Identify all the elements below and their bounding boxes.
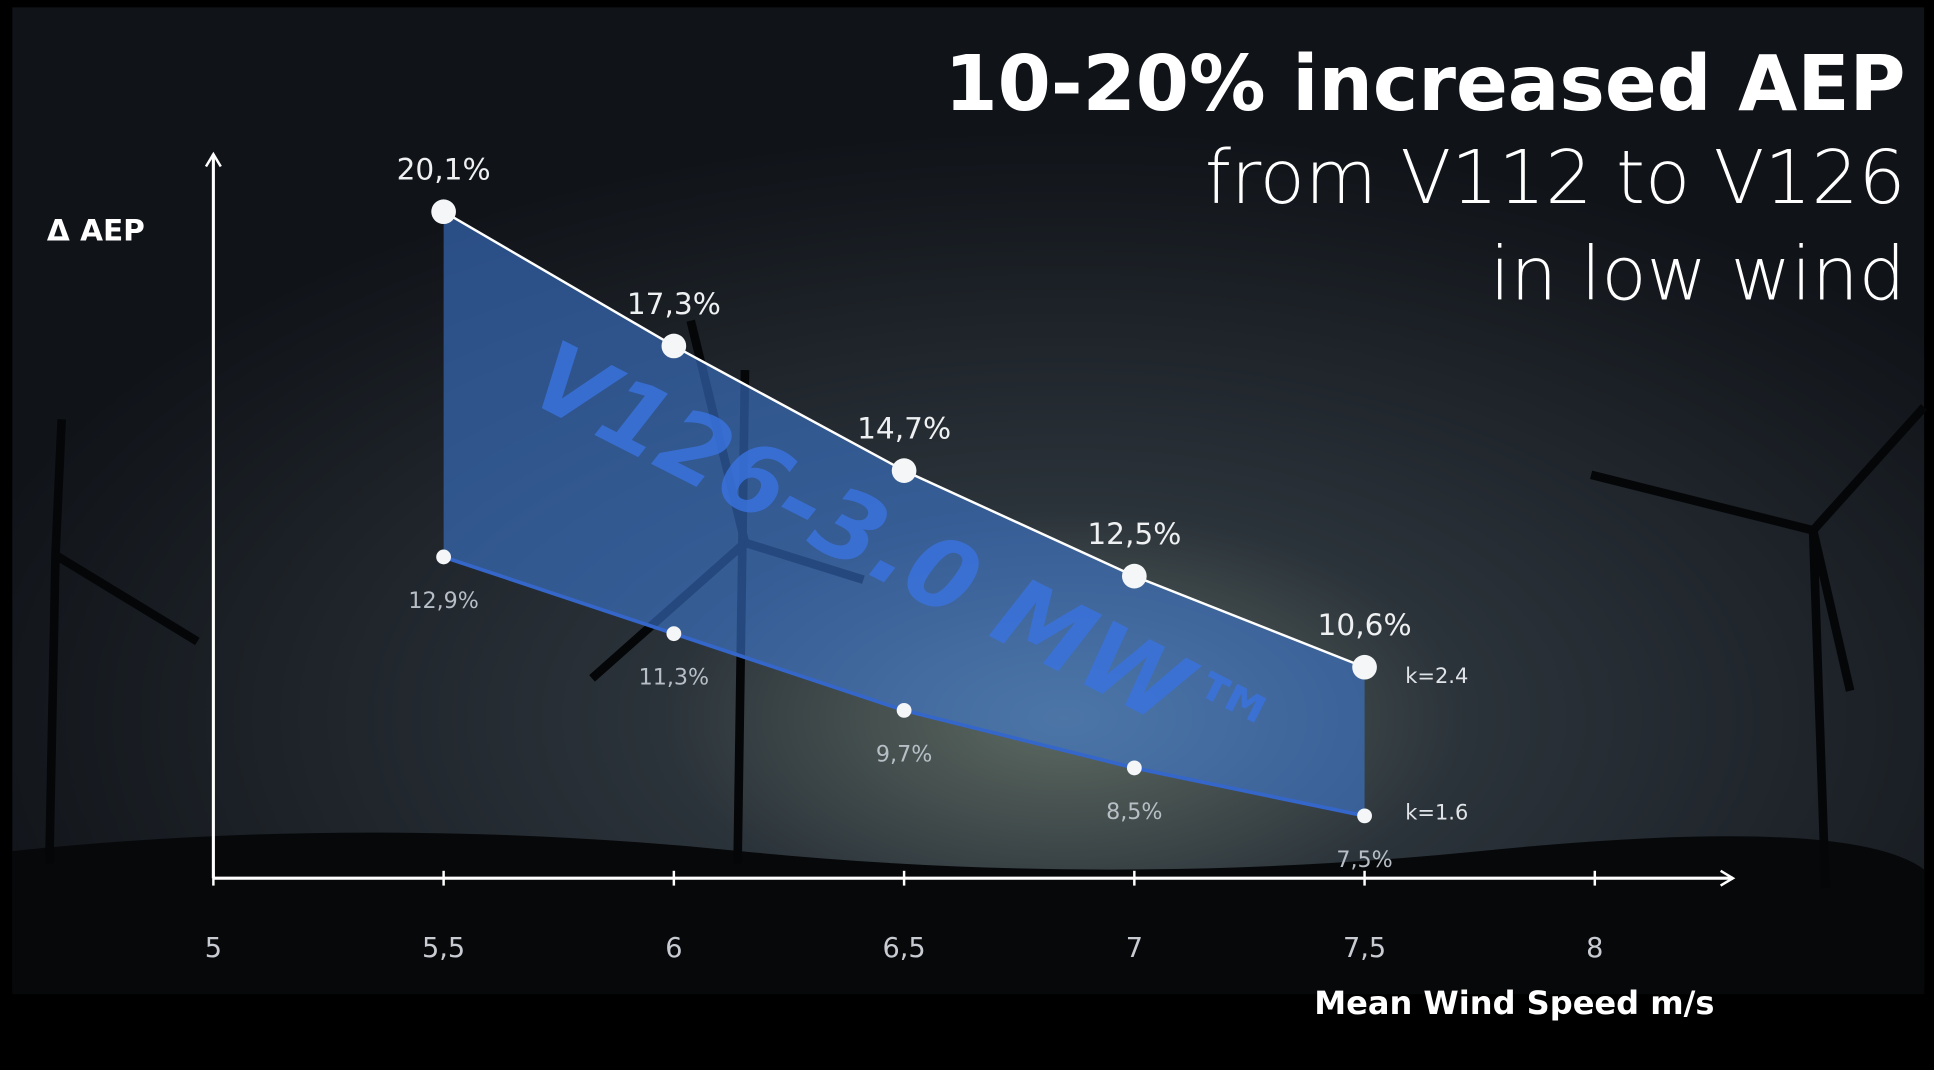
point xyxy=(431,199,456,225)
point xyxy=(1121,563,1147,589)
data-label: 8,5% xyxy=(1106,799,1162,825)
point xyxy=(661,333,687,359)
legend-label: k=2.4 xyxy=(1405,664,1468,688)
title: 10-20% increased AEP xyxy=(944,40,1905,129)
legend-label: k=1.6 xyxy=(1405,800,1468,824)
x-tick-label: 6 xyxy=(665,933,682,964)
point xyxy=(436,549,452,565)
data-label: 12,9% xyxy=(408,588,478,614)
point xyxy=(891,458,917,483)
data-label: 20,1% xyxy=(397,153,491,187)
point xyxy=(1357,808,1372,824)
band xyxy=(443,211,1365,816)
x-tick-label: 7,5 xyxy=(1343,933,1386,964)
point xyxy=(1352,654,1377,680)
y-axis-label: Δ AEP xyxy=(47,213,145,247)
x-tick-label: 5 xyxy=(205,933,222,964)
point xyxy=(896,702,912,718)
x-axis-arrow xyxy=(1719,869,1736,887)
x-axis-label: Mean Wind Speed m/s xyxy=(1314,984,1714,1022)
subtitle: from V112 to V126 xyxy=(1205,135,1906,221)
x-tick-label: 7 xyxy=(1126,933,1143,964)
data-label: 17,3% xyxy=(627,287,721,321)
data-label: 7,5% xyxy=(1336,847,1392,873)
footer xyxy=(12,986,1925,1070)
data-label: 12,5% xyxy=(1087,517,1181,551)
x-tick-label: 6,5 xyxy=(883,933,926,964)
x-tick-label: 5,5 xyxy=(422,933,465,964)
hills xyxy=(12,832,1925,995)
y-axis-arrow xyxy=(204,151,222,168)
data-label: 9,7% xyxy=(876,741,932,767)
data-label: 11,3% xyxy=(639,665,709,691)
x-tick-label: 8 xyxy=(1586,933,1603,964)
subtitle: in low wind xyxy=(1490,231,1906,317)
data-label: 10,6% xyxy=(1318,608,1412,642)
data-label: 14,7% xyxy=(857,411,951,445)
point xyxy=(666,626,682,642)
point xyxy=(1126,760,1142,776)
